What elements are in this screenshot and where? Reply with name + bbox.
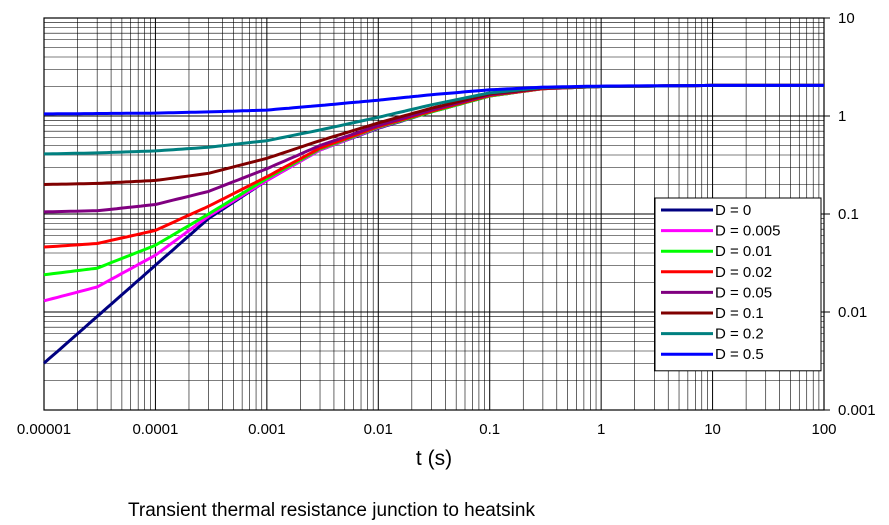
x-axis-title: t (s) [416,447,452,470]
y-tick-label: 1 [838,108,846,125]
legend-label: D = 0.005 [715,223,780,240]
chart-caption: Transient thermal resistance junction to… [128,500,535,521]
legend-label: D = 0.1 [715,305,764,322]
series-layer [43,83,824,365]
legend: D = 0 D = 0.005 D = 0.01 D = 0.02 D = 0.05 D … [654,197,822,372]
legend-label: D = 0 [715,202,751,219]
y-tick-label: 0.1 [838,206,859,223]
series-line-7 [44,83,824,116]
legend-label: D = 0.02 [715,264,772,281]
x-tick-label: 0.0001 [132,421,178,438]
legend-box [654,197,822,372]
x-tick-label: 0.01 [364,421,393,438]
legend-label: D = 0.05 [715,284,772,301]
y-tick-label: 10 [838,10,855,27]
legend-label: D = 0.01 [715,243,772,260]
x-tick-label: 1 [597,421,605,438]
x-tick-label: 10 [704,421,721,438]
legend-label: D = 0.5 [715,346,764,363]
x-tick-label: 100 [811,421,836,438]
legend-label: D = 0.2 [715,326,764,343]
x-tick-label: 0.00001 [17,421,71,438]
x-tick-label: 0.1 [479,421,500,438]
x-tick-label: 0.001 [248,421,286,438]
y-tick-label: 0.01 [838,304,867,321]
y-tick-label: 0.001 [838,402,876,419]
tick-labels: 0.00001 0.0001 0.001 0.01 0.1 1 10 100 10 1 0.1 0.0… [17,10,876,438]
